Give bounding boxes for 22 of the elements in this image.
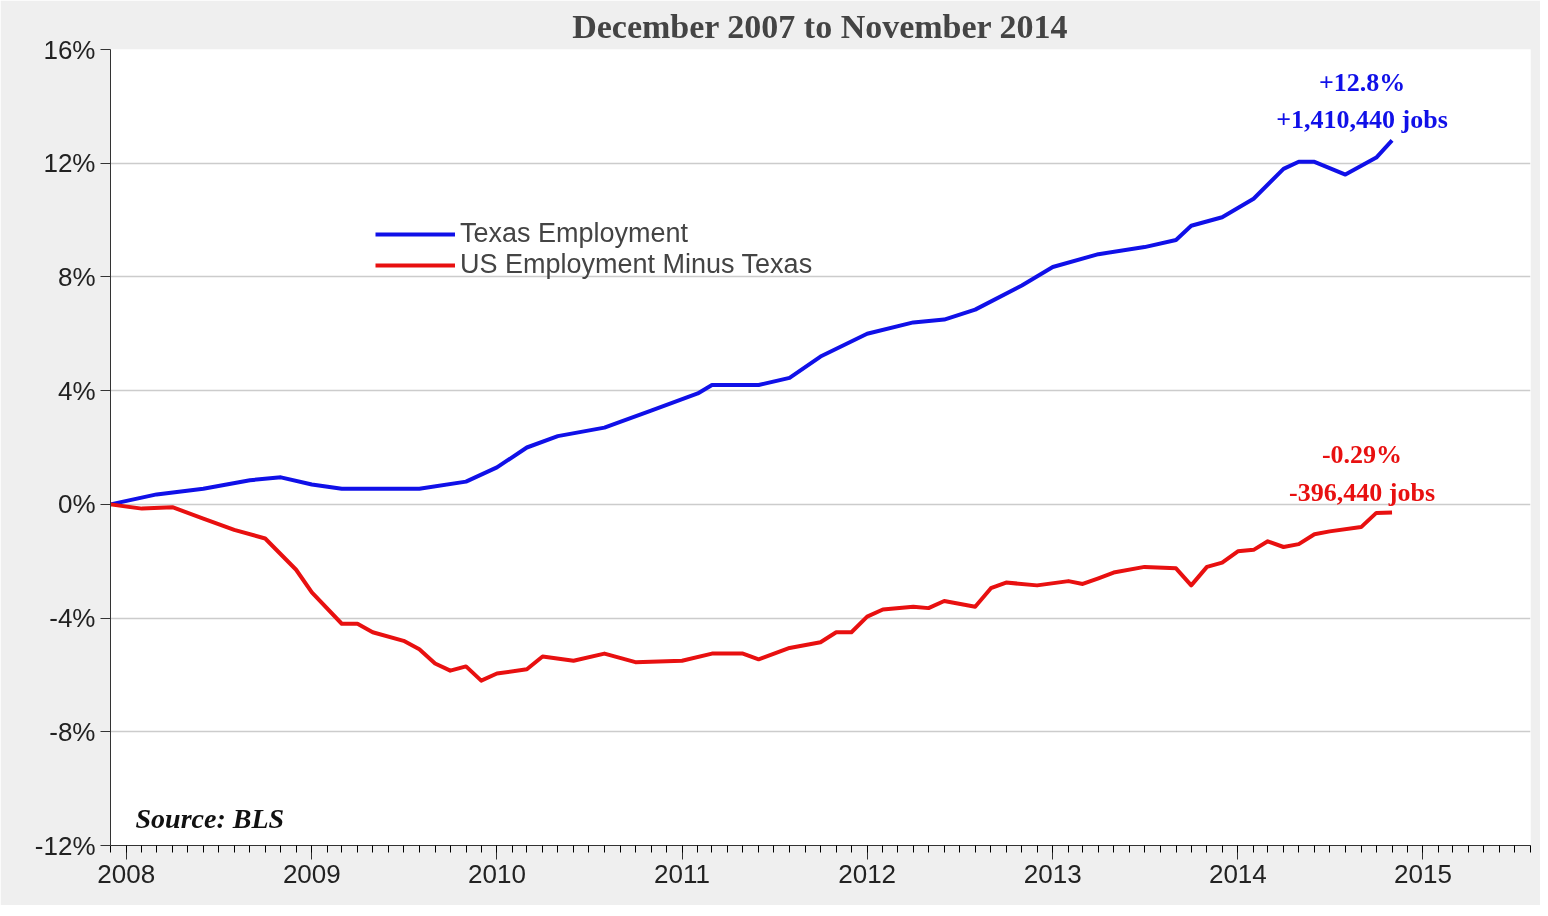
y-tick-label: -4% — [49, 603, 96, 634]
x-tick-label: 2015 — [1394, 858, 1452, 889]
y-tick-label: 0% — [57, 489, 96, 520]
x-tick-label: 2014 — [1208, 858, 1267, 889]
y-tick-label: 12% — [43, 148, 96, 179]
x-tick-label: 2013 — [1023, 858, 1082, 889]
annotation: Source: BLS — [135, 802, 285, 834]
x-tick-label: 2010 — [468, 858, 526, 889]
annotation: -0.29% -396,440 jobs — [1289, 439, 1436, 507]
annotation: +12.8% +1,410,440 jobs — [1276, 67, 1448, 135]
x-tick-label: 2008 — [97, 858, 156, 889]
x-tick-label: 2011 — [654, 858, 711, 889]
x-tick-label: 2012 — [838, 858, 897, 889]
y-tick-label: 8% — [57, 261, 96, 292]
x-tick-label: 2009 — [282, 858, 341, 889]
y-tick-label: -12% — [34, 830, 96, 861]
y-tick-label: 16% — [43, 34, 96, 65]
legend-label: US Employment Minus Texas — [460, 249, 813, 280]
y-tick-label: 4% — [57, 375, 96, 406]
y-tick-label: -8% — [49, 716, 96, 747]
chart-title: December 2007 to November 2014 — [572, 7, 1068, 45]
legend-label: Texas Employment — [460, 218, 689, 249]
